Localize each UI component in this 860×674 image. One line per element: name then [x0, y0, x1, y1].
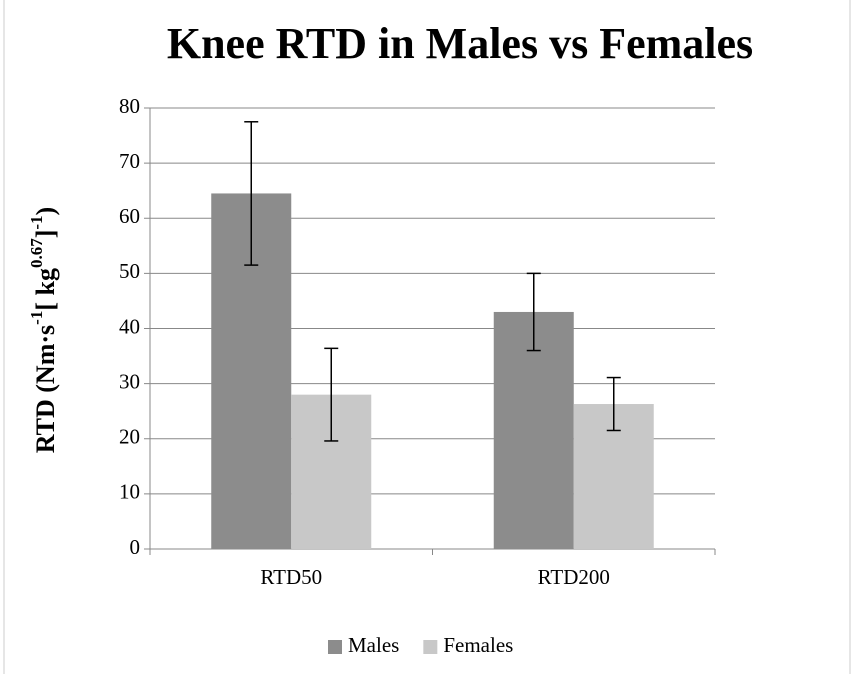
error-bar [324, 347, 339, 442]
y-tick-label: 0 [130, 535, 141, 559]
y-tick-label: 50 [119, 259, 140, 283]
y-tick-label: 80 [119, 94, 140, 118]
y-tick-label: 70 [119, 149, 140, 173]
legend-swatch [328, 640, 342, 654]
y-tick-label: 60 [119, 204, 140, 228]
error-bar [526, 272, 541, 352]
legend-label: Females [443, 633, 513, 657]
legend-label: Males [348, 633, 399, 657]
y-label-part: RTD (Nm·s [31, 325, 60, 453]
y-label-superscript: -1 [27, 311, 46, 325]
legend-swatch [423, 640, 438, 654]
frame [3, 0, 851, 674]
y-tick-label: 10 [119, 480, 140, 504]
y-label-part: [ kg [31, 268, 60, 311]
x-tick-label: RTD50 [260, 565, 322, 589]
y-label-superscript: 0.67 [27, 238, 46, 268]
y-tick-label: 30 [119, 369, 140, 393]
error-bar [606, 376, 621, 432]
y-tick-label: 20 [119, 425, 140, 449]
y-label-part: ] [31, 230, 60, 239]
x-tick-label: RTD200 [538, 565, 610, 589]
bar [493, 311, 574, 549]
y-axis-label: RTD (Nm·s-1[ kg0.67]-1) [27, 207, 60, 453]
y-label-part: ) [31, 207, 60, 216]
y-label-superscript: -1 [27, 215, 46, 229]
y-tick-label: 40 [119, 314, 140, 338]
chart-title: Knee RTD in Males vs Females [167, 19, 753, 68]
error-bar [244, 121, 259, 266]
